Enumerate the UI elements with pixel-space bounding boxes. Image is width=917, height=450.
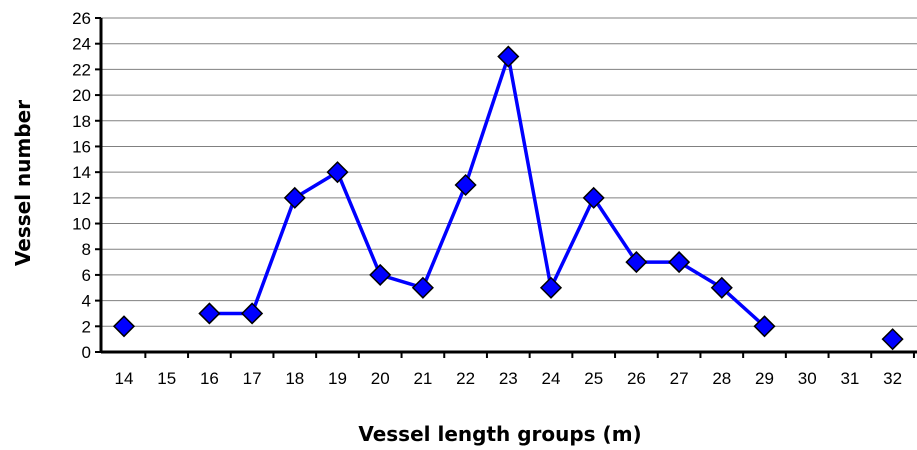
- data-point-marker: [625, 251, 648, 274]
- y-tick-label: 18: [72, 112, 91, 131]
- y-tick-label: 26: [72, 9, 91, 28]
- y-tick-label: 0: [82, 343, 91, 362]
- x-tick-label: 21: [413, 369, 432, 388]
- x-tick-label: 24: [542, 369, 561, 388]
- y-tick-label: 16: [72, 137, 91, 156]
- data-point-marker: [881, 328, 904, 351]
- x-tick-label: 16: [200, 369, 219, 388]
- x-tick-label: 25: [584, 369, 603, 388]
- x-tick-label: 20: [371, 369, 390, 388]
- data-point-marker: [112, 315, 136, 338]
- data-point-marker: [582, 186, 605, 209]
- data-point-marker: [539, 276, 563, 299]
- data-point-marker: [241, 302, 264, 325]
- y-tick-label: 20: [72, 86, 91, 105]
- data-point-marker: [753, 315, 776, 338]
- x-tick-labels: 14 15 16 17 18 19 20 21 22 23 24 25 26 27 28 29 30 31 32: [115, 369, 903, 388]
- data-point-marker: [497, 45, 520, 68]
- x-tick-label: 32: [883, 369, 902, 388]
- y-tick-label: 12: [72, 189, 91, 208]
- y-axis-title: Vessel number: [11, 100, 35, 266]
- y-tick-label: 2: [82, 317, 91, 336]
- y-tick-label: 22: [72, 60, 91, 79]
- x-tick-label: 26: [627, 369, 646, 388]
- x-tick-label: 14: [115, 369, 134, 388]
- y-tick-label: 8: [82, 240, 91, 259]
- axes: [95, 17, 917, 358]
- y-tick-label: 14: [72, 163, 91, 182]
- x-tick-label: 23: [499, 369, 518, 388]
- x-tick-label: 28: [712, 369, 731, 388]
- x-tick-label: 30: [798, 369, 817, 388]
- x-axis-title: Vessel length groups (m): [358, 422, 641, 446]
- data-point-marker: [710, 276, 733, 299]
- y-tick-label: 4: [82, 292, 91, 311]
- x-tick-label: 15: [157, 369, 176, 388]
- x-tick-label: 17: [243, 369, 262, 388]
- x-tick-label: 27: [670, 369, 689, 388]
- x-tick-label: 29: [755, 369, 774, 388]
- y-tick-label: 10: [72, 215, 91, 234]
- x-tick-label: 22: [456, 369, 475, 388]
- x-tick-label: 31: [840, 369, 859, 388]
- data-point-marker: [668, 251, 691, 274]
- data-point-marker: [454, 173, 477, 197]
- data-point-marker: [326, 161, 349, 184]
- y-tick-label: 24: [72, 35, 91, 54]
- x-tick-label: 19: [328, 369, 347, 388]
- data-point-marker: [283, 186, 306, 209]
- x-tick-label: 18: [285, 369, 304, 388]
- data-point-marker: [198, 302, 221, 325]
- series-markers: [112, 45, 904, 351]
- y-tick-label: 6: [82, 266, 91, 285]
- gridlines: [101, 17, 917, 327]
- data-point-marker: [411, 276, 434, 299]
- data-point-marker: [369, 263, 392, 286]
